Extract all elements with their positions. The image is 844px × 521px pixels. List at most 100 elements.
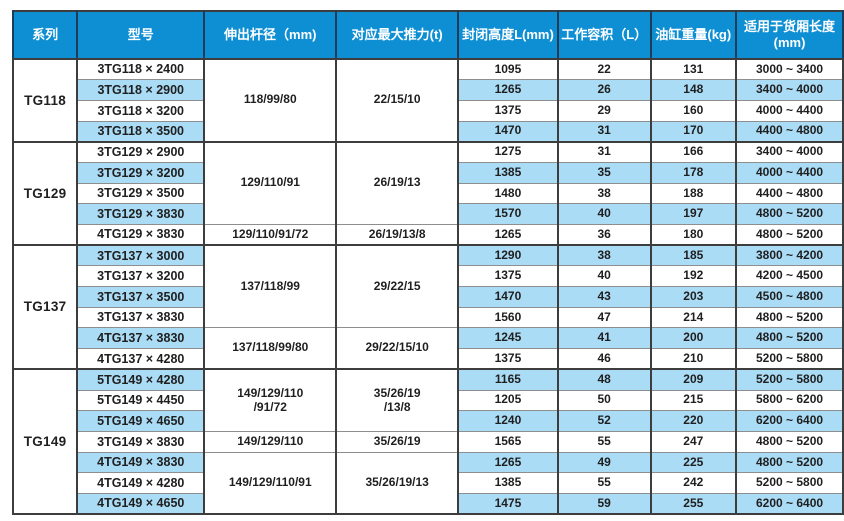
max-thrust-cell: 35/26/19/13 [335, 451, 460, 515]
working-volume-cell: 38 [556, 182, 652, 205]
model-cell: 3TG137 × 3200 [76, 265, 206, 288]
closed-height-cell: 1560 [457, 306, 559, 329]
column-header-model: 型号 [76, 11, 206, 60]
cylinder-weight-cell: 220 [649, 410, 738, 432]
working-volume-cell: 36 [556, 224, 652, 246]
max-thrust-cell: 35/26/19 /13/8 [335, 368, 460, 432]
model-cell: 3TG129 × 3500 [76, 182, 206, 205]
model-cell: 3TG129 × 3830 [76, 203, 206, 225]
model-cell: 3TG129 × 2900 [76, 140, 206, 163]
cylinder-weight-cell: 180 [649, 224, 738, 246]
working-volume-cell: 59 [556, 492, 652, 515]
max-thrust-cell: 29/22/15/10 [335, 327, 460, 370]
working-volume-cell: 22 [556, 58, 652, 81]
box-length-cell: 3800 ~ 4200 [735, 244, 844, 267]
closed-height-cell: 1470 [457, 120, 559, 143]
column-header-thrust: 对应最大推力(t) [335, 11, 460, 60]
column-header-weight: 油缸重量(kg) [649, 11, 738, 60]
model-cell: 3TG137 × 3830 [76, 306, 206, 329]
working-volume-cell: 47 [556, 306, 652, 329]
table-header: 系列 型号 伸出杆径（mm) 对应最大推力(t) 封闭高度L(mm) 工作容积（L） 油缸重… [11, 11, 844, 60]
cylinder-weight-cell: 178 [649, 161, 738, 184]
cylinder-weight-cell: 210 [649, 348, 738, 370]
series-cell: TG129 [11, 140, 79, 246]
working-volume-cell: 50 [556, 389, 652, 412]
box-length-cell: 4800 ~ 5200 [735, 327, 844, 350]
box-length-cell: 4800 ~ 5200 [735, 224, 844, 246]
model-cell: 4TG149 × 4280 [76, 472, 206, 494]
box-length-cell: 5800 ~ 6200 [735, 389, 844, 412]
table-row: TG118 3TG118 × 2400 118/99/80 22/15/10 1095 2… [11, 58, 844, 143]
closed-height-cell: 1245 [457, 327, 559, 350]
cylinder-weight-cell: 203 [649, 286, 738, 308]
table-row: 3TG137 × 3500 1470 43 203 4500 ~ 4800 [13, 286, 844, 308]
working-volume-cell: 31 [556, 140, 652, 163]
box-length-cell: 3400 ~ 4000 [735, 140, 844, 163]
box-length-cell: 4800 ~ 5200 [735, 203, 844, 225]
box-length-cell: 5200 ~ 5800 [735, 368, 844, 391]
model-cell: 4TG137 × 3830 [76, 327, 206, 350]
spec-table-container: 系列 型号 伸出杆径（mm) 对应最大推力(t) 封闭高度L(mm) 工作容积（L） 油缸重… [11, 10, 844, 516]
closed-height-cell: 1265 [457, 224, 559, 246]
table-row: 3TG118 × 2900 1265 26 148 3400 ~ 4000 [13, 79, 844, 101]
closed-height-cell: 1165 [457, 368, 559, 391]
closed-height-cell: 1240 [457, 410, 559, 432]
header-row: 系列 型号 伸出杆径（mm) 对应最大推力(t) 封闭高度L(mm) 工作容积（L） 油缸重… [11, 11, 844, 60]
box-length-cell: 5200 ~ 5800 [735, 348, 844, 370]
closed-height-cell: 1375 [457, 348, 559, 370]
model-cell: 4TG129 × 3830 [76, 224, 206, 246]
working-volume-cell: 40 [556, 203, 652, 225]
cylinder-weight-cell: 215 [649, 389, 738, 412]
closed-height-cell: 1375 [457, 265, 559, 288]
closed-height-cell: 1375 [457, 99, 559, 122]
cylinder-weight-cell: 242 [649, 472, 738, 494]
box-length-cell: 4400 ~ 4800 [735, 120, 844, 143]
table-row: 4TG137 × 3830 137/118/99/80 29/22/15/10 124… [13, 327, 844, 370]
closed-height-cell: 1570 [457, 203, 559, 225]
closed-height-cell: 1205 [457, 389, 559, 412]
box-length-cell: 4800 ~ 5200 [735, 306, 844, 329]
table-row: 5TG149 × 4650 1240 52 220 6200 ~ 6400 [13, 410, 844, 432]
working-volume-cell: 26 [556, 79, 652, 101]
table-row: 3TG129 × 3830 1570 40 197 4800 ~ 5200 [13, 203, 844, 225]
rod-diameter-cell: 129/110/91/72 [203, 224, 338, 246]
series-cell: TG137 [11, 244, 79, 370]
rod-diameter-cell: 149/129/110 /91/72 [203, 368, 338, 432]
cylinder-weight-cell: 148 [649, 79, 738, 101]
rod-diameter-cell: 149/129/110/91 [203, 451, 338, 515]
model-cell: 3TG118 × 2400 [76, 58, 206, 81]
table-row: 3TG129 × 3500 1480 38 188 4400 ~ 4800 [13, 182, 844, 205]
table-row: 4TG149 × 3830 149/129/110/91 35/26/19/13 12… [13, 451, 844, 515]
rod-diameter-cell: 129/110/91 [203, 140, 338, 225]
model-cell: 4TG149 × 4650 [76, 492, 206, 515]
model-cell: 5TG149 × 4280 [76, 368, 206, 391]
working-volume-cell: 43 [556, 286, 652, 308]
column-header-closed_height: 封闭高度L(mm) [457, 11, 559, 60]
cylinder-weight-cell: 166 [649, 140, 738, 163]
table-row: 4TG129 × 3830 129/110/91/72 26/19/13/8 1265… [13, 224, 844, 246]
table-row: TG137 3TG137 × 3000 137/118/99 29/22/15 1290… [11, 244, 844, 370]
box-length-cell: 6200 ~ 6400 [735, 410, 844, 432]
column-header-rod: 伸出杆径（mm) [203, 11, 338, 60]
working-volume-cell: 52 [556, 410, 652, 432]
rod-diameter-cell: 137/118/99 [203, 244, 338, 329]
model-cell: 3TG137 × 3000 [76, 244, 206, 267]
closed-height-cell: 1565 [457, 430, 559, 453]
box-length-cell: 4000 ~ 4400 [735, 99, 844, 122]
cylinder-weight-cell: 185 [649, 244, 738, 267]
model-cell: 5TG149 × 4650 [76, 410, 206, 432]
column-header-box_length: 适用于货厢长度 (mm) [735, 11, 844, 60]
cylinder-weight-cell: 200 [649, 327, 738, 350]
working-volume-cell: 46 [556, 348, 652, 370]
cylinder-weight-cell: 197 [649, 203, 738, 225]
cylinder-weight-cell: 214 [649, 306, 738, 329]
max-thrust-cell: 22/15/10 [335, 58, 460, 143]
closed-height-cell: 1275 [457, 140, 559, 163]
rod-diameter-cell: 137/118/99/80 [203, 327, 338, 370]
table-row: 3TG149 × 3830 149/129/110 35/26/19 1565 55 24… [13, 430, 844, 453]
model-cell: 4TG149 × 3830 [76, 451, 206, 474]
column-header-volume: 工作容积（L） [556, 11, 652, 60]
table-row: 5TG149 × 4450 1205 50 215 5800 ~ 6200 [13, 389, 844, 412]
cylinder-weight-cell: 255 [649, 492, 738, 515]
model-cell: 3TG118 × 2900 [76, 79, 206, 101]
